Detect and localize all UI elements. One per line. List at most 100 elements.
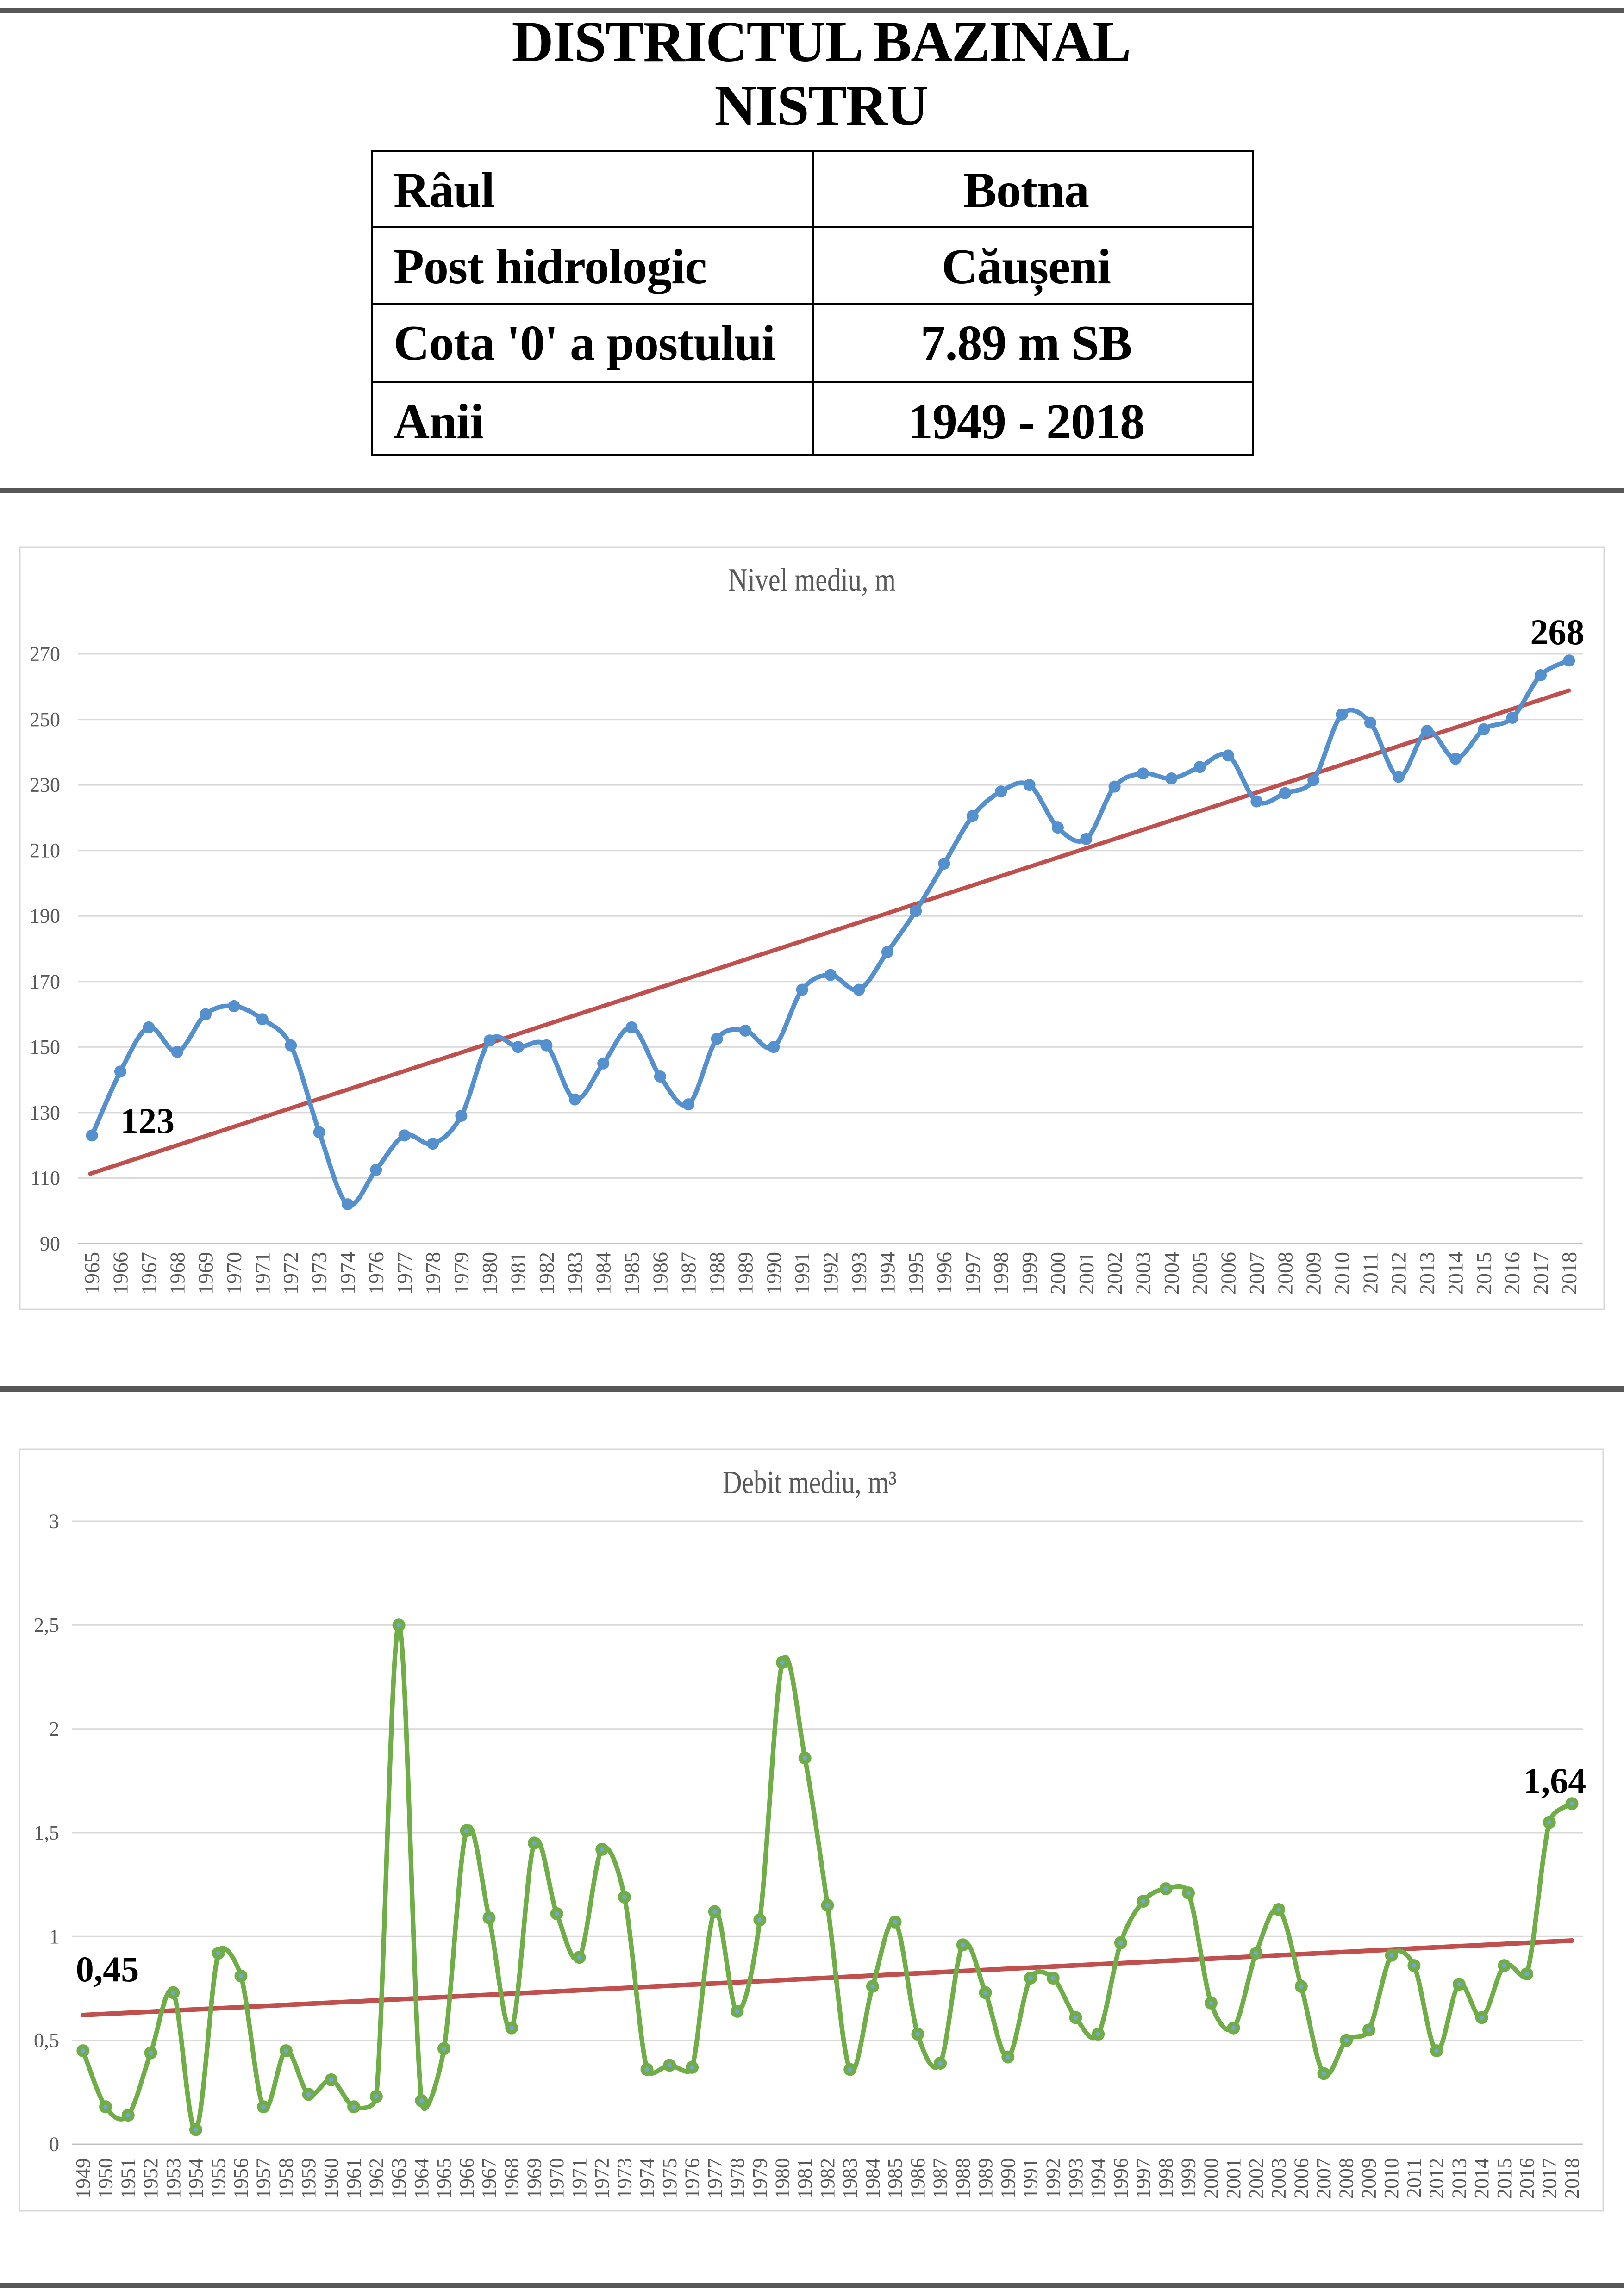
- svg-text:1959: 1959: [297, 2158, 320, 2199]
- svg-text:1983: 1983: [839, 2158, 862, 2199]
- svg-text:1: 1: [49, 1925, 59, 1948]
- svg-text:1990: 1990: [762, 1252, 786, 1294]
- svg-text:1994: 1994: [875, 1252, 899, 1294]
- svg-text:2,5: 2,5: [34, 1614, 59, 1636]
- svg-text:2010: 2010: [1380, 2158, 1403, 2199]
- svg-text:1950: 1950: [94, 2158, 117, 2199]
- svg-text:1963: 1963: [387, 2158, 410, 2199]
- svg-text:1977: 1977: [703, 2158, 726, 2199]
- svg-text:1967: 1967: [137, 1252, 161, 1294]
- svg-text:2003: 2003: [1268, 2158, 1290, 2199]
- svg-text:2014: 2014: [1444, 1252, 1468, 1294]
- svg-text:2008: 2008: [1335, 2158, 1358, 2199]
- svg-text:190: 190: [30, 905, 60, 927]
- svg-text:2016: 2016: [1500, 1252, 1524, 1294]
- svg-text:170: 170: [30, 970, 60, 993]
- svg-text:1972: 1972: [279, 1252, 303, 1294]
- svg-text:1978: 1978: [726, 2158, 749, 2199]
- svg-text:Nivel mediu, m: Nivel mediu, m: [728, 562, 896, 598]
- svg-text:1970: 1970: [222, 1252, 246, 1294]
- svg-text:2006: 2006: [1217, 1252, 1240, 1294]
- svg-text:1969: 1969: [523, 2158, 546, 2199]
- svg-text:1969: 1969: [194, 1252, 218, 1294]
- svg-text:1972: 1972: [591, 2158, 613, 2199]
- svg-text:1949: 1949: [72, 2158, 94, 2199]
- svg-text:1998: 1998: [989, 1252, 1013, 1294]
- svg-text:1964: 1964: [410, 2158, 433, 2199]
- svg-text:1992: 1992: [819, 1252, 843, 1294]
- svg-text:1996: 1996: [1109, 2158, 1132, 2199]
- svg-text:1989: 1989: [974, 2158, 997, 2199]
- svg-text:1965: 1965: [433, 2158, 456, 2199]
- svg-text:2008: 2008: [1273, 1252, 1297, 1294]
- svg-text:2007: 2007: [1312, 2158, 1335, 2199]
- svg-text:2012: 2012: [1387, 1252, 1411, 1294]
- svg-text:1971: 1971: [568, 2158, 591, 2199]
- svg-text:1987: 1987: [677, 1252, 700, 1294]
- svg-text:2011: 2011: [1358, 1252, 1382, 1294]
- svg-text:2000: 2000: [1199, 2158, 1222, 2199]
- svg-text:1992: 1992: [1042, 2158, 1064, 2199]
- svg-text:1985: 1985: [620, 1252, 643, 1294]
- svg-text:1993: 1993: [1064, 2158, 1087, 2199]
- svg-text:1982: 1982: [816, 2158, 839, 2199]
- svg-text:230: 230: [30, 774, 60, 796]
- svg-text:2000: 2000: [1046, 1252, 1069, 1294]
- svg-text:1988: 1988: [705, 1252, 729, 1294]
- svg-text:1985: 1985: [884, 2158, 906, 2199]
- svg-text:1980: 1980: [771, 2158, 794, 2199]
- svg-text:2013: 2013: [1448, 2158, 1470, 2199]
- svg-text:3: 3: [49, 1510, 59, 1533]
- svg-text:1958: 1958: [275, 2158, 297, 2199]
- svg-text:1979: 1979: [749, 2158, 771, 2199]
- svg-text:1995: 1995: [904, 1252, 928, 1294]
- svg-text:2017: 2017: [1538, 2158, 1561, 2199]
- svg-text:1991: 1991: [1019, 2158, 1042, 2199]
- svg-text:Debit mediu, m³: Debit mediu, m³: [723, 1465, 897, 1500]
- svg-text:1968: 1968: [500, 2158, 523, 2199]
- svg-text:1973: 1973: [307, 1252, 331, 1294]
- svg-text:0,5: 0,5: [34, 2029, 59, 2052]
- svg-text:1999: 1999: [1177, 2158, 1200, 2199]
- svg-text:1956: 1956: [230, 2158, 252, 2199]
- svg-text:1960: 1960: [320, 2158, 343, 2199]
- svg-text:1971: 1971: [250, 1252, 274, 1294]
- svg-text:130: 130: [30, 1101, 60, 1124]
- svg-text:1976: 1976: [364, 1252, 388, 1294]
- svg-text:1979: 1979: [450, 1252, 473, 1294]
- svg-text:1,64: 1,64: [1523, 1761, 1587, 1801]
- svg-text:2015: 2015: [1472, 1252, 1496, 1294]
- svg-text:1962: 1962: [365, 2158, 387, 2199]
- svg-text:1993: 1993: [847, 1252, 871, 1294]
- svg-text:2001: 2001: [1222, 2158, 1245, 2199]
- svg-text:1975: 1975: [658, 2158, 681, 2199]
- svg-text:1999: 1999: [1018, 1252, 1041, 1294]
- svg-text:1952: 1952: [139, 2158, 162, 2199]
- svg-text:2014: 2014: [1470, 2158, 1493, 2199]
- svg-text:210: 210: [30, 839, 60, 862]
- svg-text:1977: 1977: [393, 1252, 416, 1294]
- svg-text:2016: 2016: [1516, 2158, 1538, 2199]
- svg-text:1957: 1957: [252, 2158, 275, 2199]
- svg-text:1997: 1997: [961, 1252, 984, 1294]
- svg-text:2009: 2009: [1358, 2158, 1380, 2199]
- svg-text:1986: 1986: [906, 2158, 929, 2199]
- svg-text:2017: 2017: [1529, 1252, 1553, 1294]
- svg-text:150: 150: [30, 1036, 60, 1058]
- svg-text:2: 2: [49, 1717, 59, 1740]
- svg-text:1996: 1996: [932, 1252, 956, 1294]
- svg-text:2009: 2009: [1302, 1252, 1325, 1294]
- svg-text:2005: 2005: [1188, 1252, 1212, 1294]
- svg-text:2010: 2010: [1330, 1252, 1354, 1294]
- svg-text:268: 268: [1530, 612, 1585, 652]
- svg-text:1951: 1951: [117, 2158, 139, 2199]
- svg-text:1990: 1990: [997, 2158, 1019, 2199]
- svg-text:1966: 1966: [455, 2158, 478, 2199]
- svg-text:1984: 1984: [861, 2158, 884, 2199]
- svg-text:1991: 1991: [790, 1252, 814, 1294]
- svg-text:1986: 1986: [648, 1252, 672, 1294]
- svg-text:1965: 1965: [80, 1252, 104, 1294]
- svg-text:1966: 1966: [109, 1252, 132, 1294]
- svg-text:1967: 1967: [478, 2158, 500, 2199]
- svg-text:2002: 2002: [1103, 1252, 1126, 1294]
